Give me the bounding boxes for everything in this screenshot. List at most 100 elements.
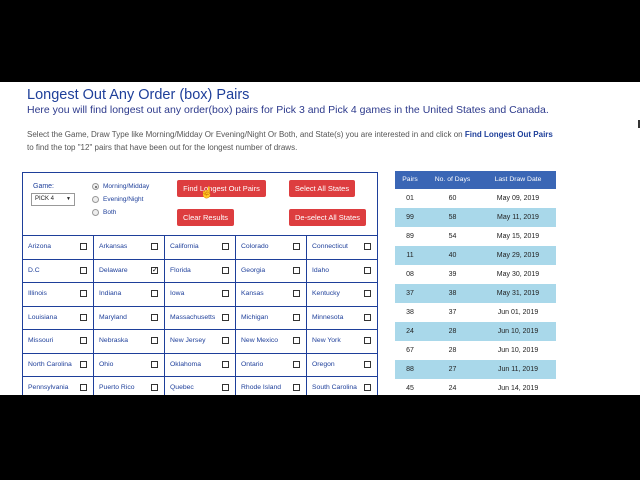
state-cell[interactable]: Illinois [23, 283, 94, 306]
state-checkbox[interactable] [151, 360, 158, 368]
state-cell[interactable]: Kansas [236, 283, 307, 306]
state-name: Georgia [241, 266, 266, 274]
state-name: Louisiana [28, 313, 58, 321]
state-cell[interactable]: Kentucky [307, 283, 377, 306]
state-cell[interactable]: California [165, 236, 236, 259]
state-cell[interactable]: New Jersey [165, 330, 236, 353]
state-cell[interactable]: South Carolina [307, 377, 377, 395]
radio-both[interactable]: Both [92, 209, 116, 216]
days-cell: 38 [448, 290, 457, 297]
state-cell[interactable]: North Carolina [23, 353, 94, 376]
state-checkbox[interactable] [151, 313, 158, 321]
state-name: Rhode Island [241, 384, 282, 391]
state-cell[interactable]: Quebec [165, 377, 236, 395]
radio-dot-icon [92, 183, 99, 190]
radio-evening-night[interactable]: Evening/Night [92, 196, 143, 203]
days-cell: 28 [448, 347, 457, 354]
state-cell[interactable]: Oregon [307, 354, 377, 377]
state-checkbox[interactable] [222, 360, 229, 368]
radio-dot-icon [92, 209, 99, 216]
state-checkbox[interactable] [364, 313, 371, 321]
state-checkbox[interactable] [80, 266, 87, 274]
state-checkbox[interactable] [293, 243, 300, 250]
state-checkbox[interactable] [222, 243, 229, 250]
state-cell[interactable]: Maryland [94, 306, 165, 329]
state-cell[interactable]: New York [307, 330, 377, 353]
state-checkbox[interactable] [364, 243, 371, 250]
state-cell[interactable]: Massachusetts [165, 306, 236, 329]
state-name: Oklahoma [170, 360, 201, 368]
state-checkbox[interactable] [222, 337, 229, 344]
state-checkbox[interactable] [151, 337, 158, 344]
state-checkbox[interactable] [293, 360, 300, 368]
state-cell[interactable]: Ontario [236, 353, 307, 376]
header-pairs: Pairs [402, 176, 418, 183]
state-row: North Carolina Ohio Oklahoma Ontario Oregon [23, 352, 377, 377]
state-checkbox[interactable] [222, 313, 229, 321]
state-cell[interactable]: Minnesota [307, 307, 377, 330]
state-checkbox[interactable]: ✓ [151, 266, 158, 274]
state-cell[interactable]: Colorado [236, 236, 307, 259]
state-cell[interactable]: Idaho [307, 260, 377, 283]
state-checkbox[interactable] [364, 266, 371, 274]
pair-cell: 88 [406, 366, 414, 373]
pair-cell: 99 [406, 214, 414, 221]
state-row: Arizona Arkansas California Colorado Connect… [23, 235, 377, 259]
date-cell: May 09, 2019 [496, 195, 540, 202]
state-cell[interactable]: Pennsylvania [23, 377, 94, 395]
radio-morning-midday[interactable]: Morning/Midday [92, 183, 149, 190]
state-name: Maryland [99, 313, 127, 321]
state-checkbox[interactable] [80, 313, 87, 321]
state-cell[interactable]: Arkansas [94, 236, 165, 259]
state-cell[interactable]: New Mexico [236, 330, 307, 353]
state-cell[interactable]: Missouri [23, 330, 94, 353]
table-header: Pairs No. of Days Last Draw Date [395, 171, 556, 189]
date-cell: Jun 14, 2019 [497, 385, 539, 392]
date-cell: Jun 10, 2019 [497, 347, 539, 354]
state-checkbox[interactable] [222, 290, 229, 297]
find-longest-out-pairs-button[interactable]: Find Longest Out Pairs [177, 180, 266, 197]
state-cell[interactable]: Florida [165, 259, 236, 282]
state-cell[interactable]: Nebraska [94, 330, 165, 353]
state-checkbox[interactable] [151, 243, 158, 250]
state-cell[interactable]: Georgia [236, 259, 307, 282]
state-name: North Carolina [28, 360, 72, 368]
state-checkbox[interactable] [293, 313, 300, 321]
state-cell[interactable]: Louisiana [23, 306, 94, 329]
state-cell[interactable]: Arizona [23, 236, 94, 259]
date-cell: May 31, 2019 [496, 290, 540, 297]
state-cell[interactable]: Rhode Island [236, 377, 307, 395]
state-cell[interactable]: Ohio [94, 353, 165, 376]
state-cell[interactable]: Indiana [94, 283, 165, 306]
state-checkbox[interactable] [80, 243, 87, 250]
state-cell[interactable]: Connecticut [307, 236, 377, 259]
state-checkbox[interactable] [364, 360, 371, 368]
state-checkbox[interactable] [364, 337, 371, 344]
state-cell[interactable]: Michigan [236, 306, 307, 329]
deselect-all-states-button[interactable]: De-select All States [289, 209, 366, 226]
state-cell[interactable]: D.C [23, 259, 94, 282]
state-checkbox[interactable] [80, 290, 87, 297]
state-checkbox[interactable] [293, 337, 300, 344]
table-body: 01 60 May 09, 2019 99 58 May 11, 2019 89 54 May … [395, 189, 556, 395]
state-checkbox[interactable] [222, 266, 229, 274]
table-row: 24 28 Jun 10, 2019 [395, 322, 556, 341]
state-cell[interactable]: Puerto Rico [94, 377, 165, 395]
state-checkbox[interactable] [364, 290, 371, 297]
game-select[interactable]: PICK 4 ▼ [31, 193, 75, 206]
state-checkbox[interactable] [151, 384, 158, 391]
select-all-states-button[interactable]: Select All States [289, 180, 355, 197]
state-cell[interactable]: Delaware ✓ [94, 259, 165, 282]
state-checkbox[interactable] [364, 384, 371, 391]
clear-results-button[interactable]: Clear Results [177, 209, 234, 226]
state-checkbox[interactable] [293, 266, 300, 274]
state-cell[interactable]: Iowa [165, 283, 236, 306]
state-checkbox[interactable] [293, 290, 300, 297]
state-cell[interactable]: Oklahoma [165, 353, 236, 376]
state-checkbox[interactable] [80, 337, 87, 344]
state-checkbox[interactable] [80, 384, 87, 391]
state-checkbox[interactable] [151, 290, 158, 297]
state-checkbox[interactable] [222, 384, 229, 391]
state-checkbox[interactable] [80, 360, 87, 368]
state-checkbox[interactable] [293, 384, 300, 391]
